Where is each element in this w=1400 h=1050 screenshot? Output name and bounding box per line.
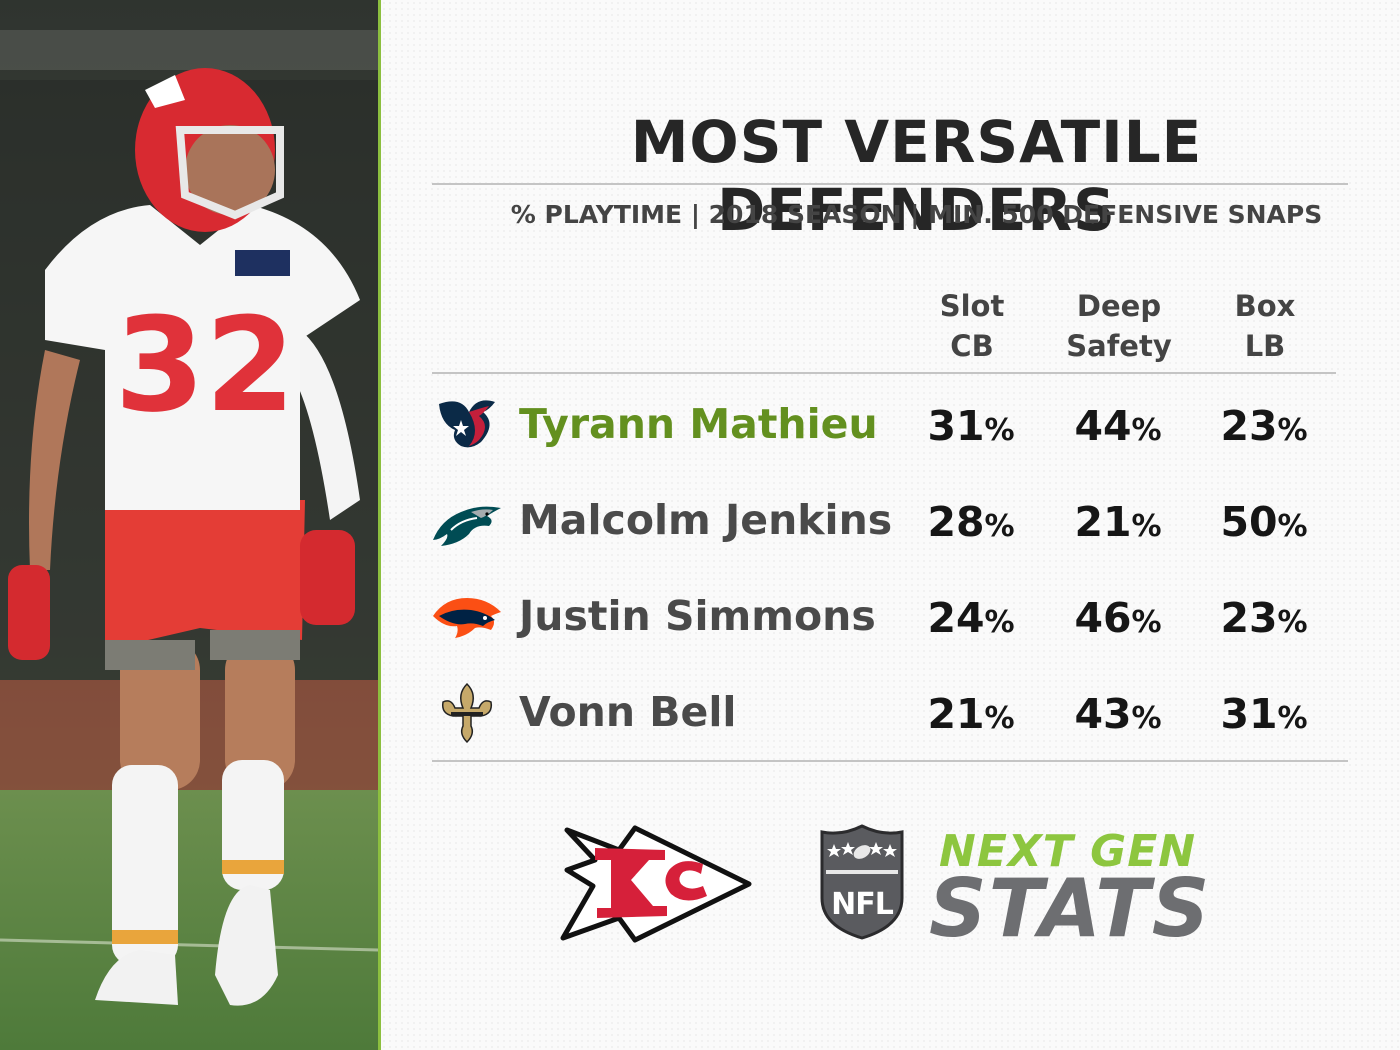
value-number: 23 <box>1220 594 1278 642</box>
broncos-logo-icon <box>433 598 501 638</box>
box-lb-value: 50% <box>1184 498 1344 546</box>
percent-sign: % <box>1277 701 1308 736</box>
percent-sign: % <box>984 701 1015 736</box>
column-header-line: Box <box>1234 289 1296 323</box>
slot-cb-value: 31% <box>891 402 1051 450</box>
slot-cb-value: 24% <box>891 594 1051 642</box>
deep-safety-value: 21% <box>1038 498 1198 546</box>
page-subtitle: % PLAYTIME | 2018 SEASON | MIN. 500 DEFE… <box>510 200 1323 229</box>
value-number: 24 <box>927 594 985 642</box>
percent-sign: % <box>984 509 1015 544</box>
slot-cb-value: 28% <box>891 498 1051 546</box>
brand-next-gen: NEXT GEN <box>939 826 1197 877</box>
percent-sign: % <box>1277 413 1308 448</box>
nfl-shield-icon: NFL <box>820 824 904 940</box>
player-photo: 32 <box>0 0 378 1050</box>
player-name: Tyrann Mathieu <box>519 400 878 448</box>
player-name: Vonn Bell <box>519 688 737 736</box>
box-lb-value: 23% <box>1184 594 1344 642</box>
value-number: 46 <box>1074 594 1132 642</box>
player-name: Malcolm Jenkins <box>519 496 893 544</box>
value-number: 21 <box>1074 498 1132 546</box>
table-row: Vonn Bell 21% 43% 31% <box>431 674 1346 764</box>
player-name: Justin Simmons <box>519 592 876 640</box>
value-number: 44 <box>1074 402 1132 450</box>
deep-safety-value: 46% <box>1038 594 1198 642</box>
texans-logo-icon <box>439 400 495 448</box>
value-number: 28 <box>927 498 985 546</box>
saints-logo-icon <box>441 682 493 744</box>
column-header-line: Deep <box>1076 289 1162 323</box>
column-header-line: CB <box>950 329 994 363</box>
table-row: Tyrann Mathieu 31% 44% 23% <box>431 386 1346 476</box>
value-number: 31 <box>1220 690 1278 738</box>
column-header-deep-safety: Deep Safety <box>1039 286 1199 366</box>
value-number: 43 <box>1074 690 1132 738</box>
slot-cb-value: 21% <box>891 690 1051 738</box>
page-title: MOST VERSATILE DEFENDERS <box>630 108 1203 244</box>
title-divider <box>432 183 1348 185</box>
stats-panel: MOST VERSATILE DEFENDERS % PLAYTIME | 20… <box>381 0 1400 1050</box>
percent-sign: % <box>1131 509 1162 544</box>
column-header-box-lb: Box LB <box>1185 286 1345 366</box>
brand-stats: STATS <box>929 862 1212 955</box>
panel-divider <box>378 0 381 1050</box>
deep-safety-value: 43% <box>1038 690 1198 738</box>
column-header-line: LB <box>1244 329 1286 363</box>
column-header-line: Safety <box>1066 329 1172 363</box>
percent-sign: % <box>984 413 1015 448</box>
value-number: 50 <box>1220 498 1278 546</box>
percent-sign: % <box>1131 605 1162 640</box>
table-bottom-divider <box>432 760 1348 762</box>
value-number: 21 <box>927 690 985 738</box>
column-header-slot-cb: Slot CB <box>892 286 1052 366</box>
chiefs-logo-icon <box>560 825 752 943</box>
header-divider <box>432 372 1336 374</box>
column-header-line: Slot <box>939 289 1005 323</box>
box-lb-value: 31% <box>1184 690 1344 738</box>
value-number: 31 <box>927 402 985 450</box>
table-row: Justin Simmons 24% 46% 23% <box>431 578 1346 668</box>
percent-sign: % <box>1131 413 1162 448</box>
value-number: 23 <box>1220 402 1278 450</box>
percent-sign: % <box>1131 701 1162 736</box>
percent-sign: % <box>1277 605 1308 640</box>
percent-sign: % <box>1277 509 1308 544</box>
percent-sign: % <box>984 605 1015 640</box>
svg-text:NFL: NFL <box>831 887 894 922</box>
table-row: Malcolm Jenkins 28% 21% 50% <box>431 482 1346 572</box>
jersey-number: 32 <box>115 289 296 441</box>
eagles-logo-icon <box>433 506 501 546</box>
box-lb-value: 23% <box>1184 402 1344 450</box>
deep-safety-value: 44% <box>1038 402 1198 450</box>
